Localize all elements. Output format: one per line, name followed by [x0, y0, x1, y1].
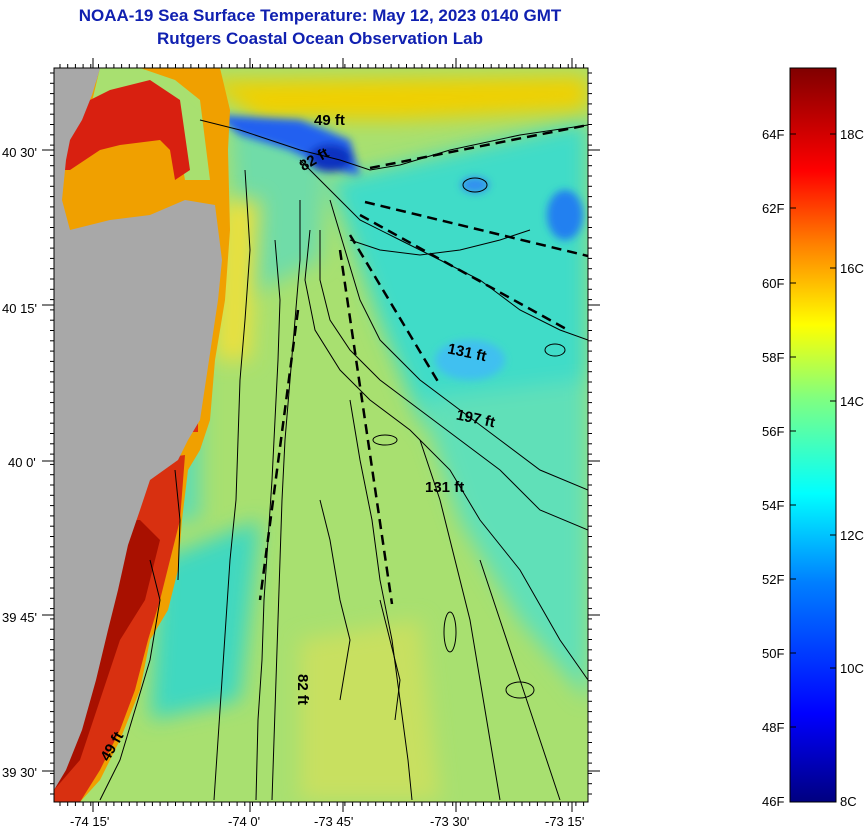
colorbar	[789, 67, 837, 803]
y-tick-label: 40 30'	[2, 145, 37, 160]
map-subtitle: Rutgers Coastal Ocean Observation Lab	[157, 29, 483, 48]
colorbar-c-label: 14C	[840, 394, 864, 409]
colorbar-f-label: 52F	[762, 572, 784, 587]
sst-field	[54, 68, 588, 802]
x-tick-label: -73 45'	[314, 814, 353, 829]
y-tick-label: 40 0'	[8, 455, 36, 470]
x-tick-label: -73 30'	[430, 814, 469, 829]
colorbar-f-label: 46F	[762, 794, 784, 809]
colorbar-f-label: 56F	[762, 424, 784, 439]
map-title: NOAA-19 Sea Surface Temperature: May 12,…	[78, 6, 562, 25]
colorbar-f-label: 58F	[762, 350, 784, 365]
colorbar-c-label: 16C	[840, 261, 864, 276]
depth-label: 131 ft	[425, 479, 464, 496]
y-tick-label: 40 15'	[2, 301, 37, 316]
colorbar-c-label: 10C	[840, 661, 864, 676]
colorbar-f-label: 48F	[762, 720, 784, 735]
axis-ticks	[42, 58, 600, 812]
y-tick-label: 39 45'	[2, 610, 37, 625]
colorbar-f-label: 64F	[762, 127, 784, 142]
axis-labels: 40 30' 40 15' 40 0' 39 45' 39 30' -74 15…	[2, 145, 584, 829]
colorbar-ticks	[790, 133, 836, 728]
colorbar-c-label: 18C	[840, 127, 864, 142]
map-frame	[53, 67, 589, 803]
colorbar-c-label: 8C	[840, 794, 857, 809]
depth-label: 49 ft	[314, 112, 345, 129]
cold-patches	[215, 115, 583, 380]
bathymetry-contours	[99, 119, 588, 801]
x-tick-label: -73 15'	[545, 814, 584, 829]
colorbar-labels: 64F 62F 60F 58F 56F 54F 52F 50F 48F 46F …	[762, 127, 864, 809]
x-tick-label: -74 0'	[228, 814, 260, 829]
x-tick-label: -74 15'	[70, 814, 109, 829]
colorbar-f-label: 50F	[762, 646, 784, 661]
colorbar-f-label: 62F	[762, 201, 784, 216]
colorbar-f-label: 54F	[762, 498, 784, 513]
land-mass	[54, 68, 222, 790]
y-tick-label: 39 30'	[2, 765, 37, 780]
depth-label: 82 ft	[294, 674, 311, 705]
colorbar-f-label: 60F	[762, 276, 784, 291]
dashed-transects	[258, 123, 588, 605]
colorbar-c-label: 12C	[840, 528, 864, 543]
